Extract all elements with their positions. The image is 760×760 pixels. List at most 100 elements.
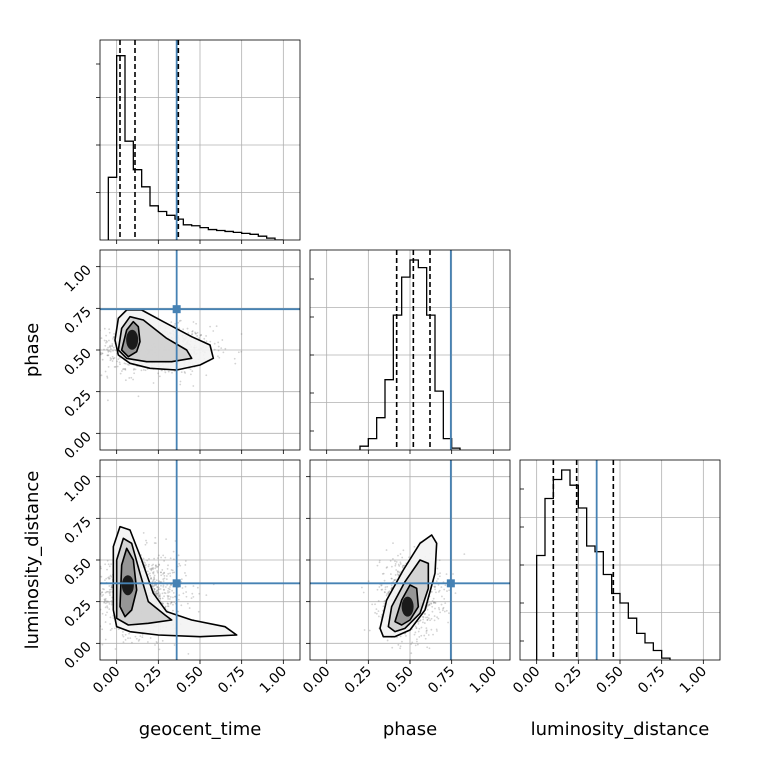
sample-point: [426, 619, 429, 621]
xtick-label-luminosity_distance-2: 0.50: [593, 664, 626, 697]
sample-point: [90, 591, 92, 593]
sample-point: [433, 585, 436, 588]
sample-point: [437, 607, 440, 609]
yaxis-label-luminosity_distance: luminosity_distance: [22, 471, 43, 650]
xtick-label-phase-0: 0.00: [300, 664, 333, 697]
sample-point: [439, 611, 442, 614]
joint-panel-phase-luminosity_distance: [310, 460, 510, 660]
sample-point: [420, 634, 423, 637]
sample-point: [237, 351, 240, 354]
sample-point: [157, 591, 160, 594]
sample-point: [427, 617, 430, 620]
sample-point: [224, 347, 227, 350]
sample-point: [122, 367, 125, 370]
sample-point: [217, 341, 220, 344]
sample-point: [426, 616, 429, 619]
sample-point: [395, 569, 398, 571]
sample-point: [454, 592, 457, 595]
sample-point: [221, 339, 224, 341]
sample-point: [191, 330, 194, 333]
sample-point: [97, 617, 99, 619]
sample-point: [112, 338, 114, 340]
sample-point: [98, 337, 100, 339]
sample-point: [419, 619, 421, 622]
truth-marker: [172, 579, 181, 588]
sample-point: [156, 589, 158, 592]
sample-point: [413, 545, 416, 548]
sample-point: [425, 627, 428, 629]
sample-point: [443, 597, 446, 600]
sample-point: [382, 605, 385, 608]
sample-point: [140, 369, 143, 372]
sample-point: [155, 579, 158, 582]
sample-point: [378, 559, 381, 562]
sample-point: [152, 587, 154, 589]
sample-point: [122, 635, 125, 638]
joint-panel-geocent_time-luminosity_distance: [86, 460, 300, 660]
sample-point: [385, 594, 388, 597]
sample-point: [425, 616, 427, 619]
sample-point: [124, 368, 127, 371]
sample-point: [367, 580, 370, 583]
sample-point: [360, 586, 363, 589]
sample-point: [384, 588, 387, 591]
sample-point: [386, 639, 389, 642]
sample-point: [217, 349, 220, 352]
sample-point: [375, 608, 378, 611]
sample-point: [156, 593, 158, 596]
sample-point: [222, 351, 225, 354]
sample-point: [187, 652, 190, 655]
sample-point: [108, 576, 111, 578]
sample-point: [114, 349, 117, 352]
sample-point: [111, 627, 113, 630]
sample-point: [362, 591, 365, 594]
sample-point: [156, 566, 158, 568]
sample-point: [385, 566, 388, 569]
sample-point: [167, 596, 169, 598]
joint-panel-geocent_time-phase: [77, 250, 300, 450]
hist-step-luminosity_distance: [536, 469, 671, 660]
sample-point: [368, 629, 371, 632]
contour-level-3: [379, 534, 438, 638]
sample-point: [91, 329, 93, 331]
sample-point: [95, 359, 97, 361]
xaxis-label-geocent_time: geocent_time: [139, 719, 262, 740]
sample-point: [159, 597, 162, 600]
sample-point: [434, 602, 437, 604]
sample-point: [184, 564, 187, 566]
sample-point: [376, 564, 379, 567]
sample-point: [397, 643, 400, 646]
sample-point: [218, 356, 221, 359]
sample-point: [390, 584, 393, 587]
sample-point: [167, 605, 170, 608]
sample-point: [166, 594, 169, 597]
sample-point: [110, 584, 113, 587]
sample-point: [199, 334, 202, 337]
sample-point: [103, 598, 106, 601]
sample-point: [425, 632, 428, 634]
sample-point: [182, 592, 185, 595]
sample-point: [77, 335, 79, 337]
ytick-label-phase-0: 0.00: [61, 429, 94, 462]
sample-point: [399, 563, 402, 565]
sample-point: [150, 577, 152, 580]
sample-point: [122, 368, 124, 371]
sample-point: [149, 572, 151, 575]
sample-point: [106, 611, 108, 614]
sample-point: [435, 591, 437, 594]
sample-point: [152, 382, 155, 384]
sample-point: [133, 367, 136, 370]
sample-point: [383, 579, 386, 582]
sample-point: [437, 617, 440, 620]
sample-point: [154, 591, 157, 593]
sample-point: [213, 348, 216, 351]
sample-point: [86, 590, 88, 592]
sample-point: [402, 549, 405, 552]
sample-point: [112, 617, 115, 619]
sample-point: [436, 630, 438, 632]
sample-point: [185, 591, 188, 593]
sample-point: [401, 565, 404, 568]
sample-point: [182, 328, 185, 331]
sample-point: [170, 569, 173, 571]
